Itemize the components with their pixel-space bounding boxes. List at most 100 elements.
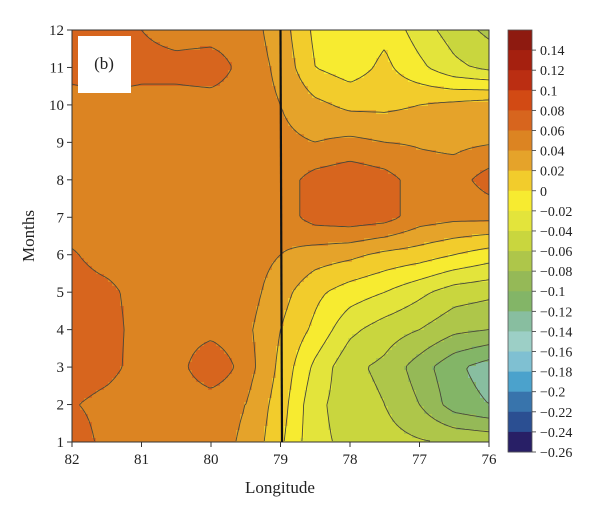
contour-cell <box>140 222 145 227</box>
contour-cell <box>228 30 233 35</box>
contour-cell <box>132 170 137 175</box>
contour-cell <box>76 266 81 271</box>
contour-cell <box>156 374 161 379</box>
contour-cell <box>208 346 213 351</box>
contour-cell <box>120 382 125 387</box>
contour-cell <box>120 254 125 259</box>
contour-cell <box>188 426 193 431</box>
contour-cell <box>252 62 257 67</box>
contour-cell <box>240 378 245 383</box>
contour-cell <box>140 342 145 347</box>
contour-cell <box>108 402 113 407</box>
contour-cell <box>220 362 225 367</box>
contour-cell <box>140 190 145 195</box>
contour-cell <box>244 410 249 415</box>
contour-cell <box>148 338 153 343</box>
contour-cell <box>236 74 241 79</box>
contour-cell <box>164 298 169 303</box>
contour-cell <box>168 194 173 199</box>
contour-cell <box>244 38 249 43</box>
contour-cell <box>136 90 141 95</box>
contour-cell <box>244 242 249 247</box>
contour-cell <box>96 438 101 442</box>
contour-cell <box>108 350 113 355</box>
contour-cell <box>228 414 233 419</box>
contour-cell <box>100 322 105 327</box>
contour-cell <box>260 338 265 343</box>
contour-cell <box>148 278 153 283</box>
contour-cell <box>144 90 149 95</box>
contour-cell <box>80 306 85 311</box>
contour-cell <box>192 398 197 403</box>
contour-cell <box>96 138 101 143</box>
contour-cell <box>196 246 201 251</box>
contour-cell <box>220 398 225 403</box>
contour-cell <box>168 366 173 371</box>
contour-cell <box>76 374 81 379</box>
contour-cell <box>248 346 253 351</box>
contour-cell <box>228 102 233 107</box>
contour-cell <box>236 322 241 327</box>
contour-cell <box>200 30 205 35</box>
contour-cell <box>124 342 129 347</box>
contour-cell <box>120 334 125 339</box>
contour-cell <box>132 74 137 79</box>
contour-cell <box>144 118 149 123</box>
contour-cell <box>108 346 113 351</box>
contour-cell <box>80 350 85 355</box>
contour-cell <box>192 154 197 159</box>
contour-cell <box>208 250 213 255</box>
contour-cell <box>152 282 157 287</box>
contour-cell <box>112 370 117 375</box>
contour-cell <box>208 166 213 171</box>
contour-cell <box>96 322 101 327</box>
contour-cell <box>260 78 265 83</box>
contour-cell <box>120 170 125 175</box>
contour-cell <box>224 386 229 391</box>
contour-cell <box>244 306 249 311</box>
contour-cell <box>168 206 173 211</box>
contour-cell <box>240 270 245 275</box>
contour-cell <box>180 34 185 39</box>
contour-cell <box>260 54 265 59</box>
contour-cell <box>252 154 257 159</box>
contour-cell <box>92 274 97 279</box>
contour-cell <box>100 438 105 442</box>
contour-cell <box>96 382 101 387</box>
contour-cell <box>108 298 113 303</box>
contour-cell <box>108 322 113 327</box>
contour-cell <box>172 250 177 255</box>
contour-cell <box>180 198 185 203</box>
contour-cell <box>152 166 157 171</box>
contour-cell <box>144 358 149 363</box>
contour-cell <box>208 50 213 55</box>
contour-cell <box>188 146 193 151</box>
contour-cell <box>156 310 161 315</box>
contour-cell <box>160 322 165 327</box>
contour-cell <box>244 434 249 439</box>
contour-cell <box>260 38 265 43</box>
contour-cell <box>224 102 229 107</box>
contour-cell <box>264 102 269 107</box>
contour-cell <box>200 210 205 215</box>
contour-cell <box>120 174 125 179</box>
contour-cell <box>144 334 149 339</box>
contour-cell <box>208 134 213 139</box>
contour-cell <box>156 154 161 159</box>
contour-cell <box>140 226 145 231</box>
contour-cell <box>112 250 117 255</box>
contour-cell <box>172 318 177 323</box>
contour-cell <box>92 182 97 187</box>
contour-cell <box>132 338 137 343</box>
contour-cell <box>200 334 205 339</box>
contour-cell <box>88 234 93 239</box>
contour-cell <box>244 322 249 327</box>
contour-cell <box>104 410 109 415</box>
contour-cell <box>216 398 221 403</box>
contour-cell <box>108 326 113 331</box>
contour-cell <box>116 306 121 311</box>
contour-cell <box>112 418 117 423</box>
contour-cell <box>260 102 265 107</box>
contour-cell <box>252 206 257 211</box>
contour-cell <box>168 434 173 439</box>
